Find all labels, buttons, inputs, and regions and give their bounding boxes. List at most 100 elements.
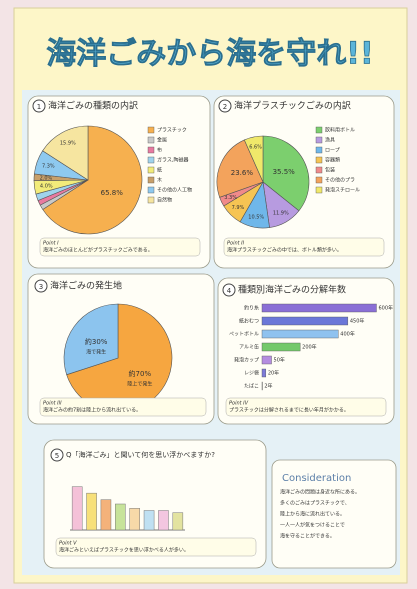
slice-label: 35.5% (273, 168, 296, 176)
point-box (223, 237, 385, 257)
section-title: Q「海洋ごみ」と聞いて何を思い浮かべますか? (66, 450, 215, 459)
bar (261, 303, 377, 313)
point-title: Point II (227, 241, 245, 247)
legend-swatch (315, 186, 323, 194)
legend-label: 包装 (325, 167, 335, 174)
slice-label: 6.6% (249, 144, 262, 150)
consideration-line: 海洋ごみの問題は身近な所にある。 (280, 489, 360, 496)
legend-label: 飲料用ボトル (325, 127, 355, 134)
point-box (39, 397, 207, 417)
bar-category: たばこ (244, 383, 259, 390)
point-box (39, 237, 201, 257)
legend-swatch (315, 166, 323, 174)
point-text: プラスチックは分解されるまでに長い年月がかかる。 (229, 407, 349, 414)
category-label: 陸上で発生 (127, 380, 152, 387)
bar-category: 釣り糸 (244, 305, 259, 312)
legend-label: 紙 (157, 167, 162, 174)
bar (100, 499, 112, 531)
bar-value-label: 20年 (268, 370, 279, 377)
bar (261, 316, 349, 326)
bar (261, 368, 267, 378)
point-text: 海洋プラスチックごみの中では、ボトル類が多い。 (227, 247, 342, 254)
section-title: 海洋プラスチックごみの内訳 (234, 100, 351, 112)
legend-swatch (315, 146, 323, 154)
bar (86, 492, 97, 531)
point-title: Point III (43, 401, 62, 407)
bar (172, 512, 184, 531)
legend-label: 漁具 (325, 137, 335, 144)
bar-category: 発泡カップ (234, 357, 259, 364)
section-number: 2 (223, 103, 227, 111)
legend-label: 金属 (157, 137, 167, 144)
legend-label: 自然物 (157, 197, 172, 204)
bar-value-label: 50年 (274, 357, 285, 364)
slice-label: 15.9% (60, 141, 76, 147)
slice-label: 23.6% (231, 169, 254, 177)
poster-title: 海洋ごみから海を守れ!! (46, 37, 373, 72)
slice-label: 4.0% (40, 183, 53, 189)
legend-swatch (147, 146, 155, 154)
legend-swatch (315, 176, 323, 184)
section-number-circle (34, 279, 48, 293)
pie-slice (262, 135, 310, 212)
legend-label: 発泡スチロール (325, 187, 360, 194)
section-number-circle (222, 283, 236, 297)
legend-label: その他のプラ (325, 177, 355, 184)
bar-category: アルミ缶 (239, 344, 259, 351)
pie-slice (63, 303, 119, 376)
category-label: 海で発生 (86, 349, 106, 356)
legend-swatch (147, 156, 155, 164)
bar (143, 510, 155, 531)
point-box (55, 537, 257, 557)
slice-label: 約30% (85, 337, 108, 346)
point-title: Point IV (229, 401, 249, 407)
pie-slice (42, 125, 89, 181)
legend-label: プラスチック (157, 128, 187, 134)
legend-label: その他の人工物 (157, 187, 192, 194)
section-number-circle (32, 99, 46, 113)
pie-slice (243, 135, 264, 183)
slice-label: 約70% (129, 369, 152, 378)
pie-slice (216, 139, 264, 198)
consideration-title: Consideration (282, 473, 351, 484)
bar (71, 486, 83, 531)
section-title: 海洋ごみの発生地 (50, 280, 122, 292)
legend-swatch (315, 136, 323, 144)
slice-label: 3.3% (224, 195, 237, 201)
legend-label: ロープ (325, 148, 340, 154)
legend-label: 容器類 (325, 157, 340, 164)
slice-label: 11.9% (273, 211, 289, 217)
legend-swatch (147, 196, 155, 204)
bar-category: レジ袋 (244, 370, 259, 377)
bar-value-label: 450年 (350, 318, 365, 325)
slice-label: 7.9% (232, 205, 245, 211)
bar-value-label: 2年 (264, 383, 272, 390)
legend-label: ガラス,陶磁器 (157, 157, 189, 164)
bar (261, 329, 339, 339)
bar-category: 紙おむつ (239, 318, 259, 325)
point-box (225, 397, 387, 417)
legend-swatch (147, 136, 155, 144)
section-number: 3 (39, 283, 43, 291)
point-text: 海洋ごみのほとんどがプラスチックごみである。 (43, 247, 153, 254)
slice-label: 10.5% (248, 215, 264, 221)
slice-label: 7.3% (42, 163, 55, 169)
bar-category: ペットボトル (229, 331, 259, 338)
point-title: Point V (59, 541, 77, 547)
pie-slice (42, 125, 143, 235)
legend-swatch (147, 186, 155, 194)
section-number-circle (50, 448, 64, 462)
legend-swatch (147, 176, 155, 184)
section-number: 1 (37, 103, 41, 111)
slice-label: 65.8% (101, 189, 124, 197)
bar (158, 510, 169, 531)
point-text: 海洋ごみといえばプラスチックを思い浮かべる人が多い。 (59, 547, 189, 554)
legend-swatch (315, 156, 323, 164)
bar-value-label: 400年 (340, 331, 355, 338)
consideration-line: 陸上から海に流れ出ている。 (280, 511, 345, 518)
section-title: 種類別海洋ごみの分解年数 (238, 284, 346, 296)
consideration-line: 多くのごみはプラスチックで、 (280, 500, 350, 507)
section-number-circle (218, 99, 232, 113)
bar (261, 355, 272, 365)
point-title: Point I (43, 241, 59, 247)
